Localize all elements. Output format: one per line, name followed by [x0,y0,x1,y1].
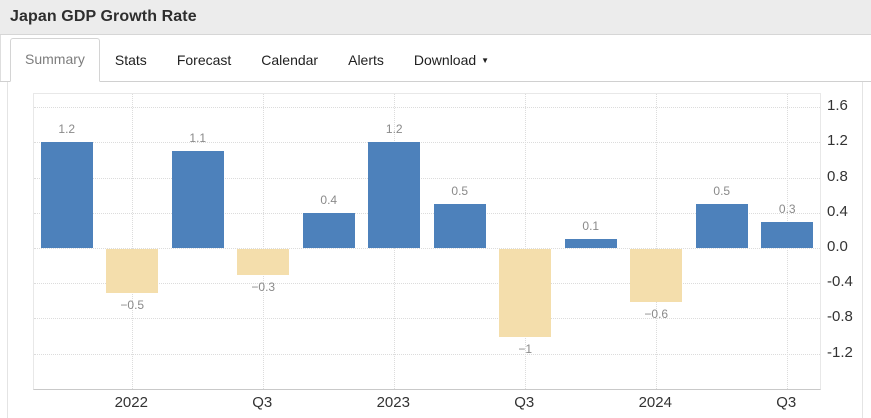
bar-value-label: −0.5 [120,298,145,312]
gridline-vertical [132,94,134,389]
tab-summary[interactable]: Summary [10,38,100,82]
tab-alerts[interactable]: Alerts [333,40,399,81]
gridline-vertical [263,94,265,389]
gridline-horizontal [34,177,820,179]
caret-down-icon: ▼ [481,56,490,65]
gridline-horizontal [34,142,820,144]
bar[interactable] [171,151,224,248]
bar-value-label: 0.1 [582,219,600,233]
tab-bar: Summary Stats Forecast Calendar Alerts D… [0,35,871,82]
bar[interactable] [106,249,159,293]
bar[interactable] [761,222,814,248]
tab-download[interactable]: Download ▼ [399,40,504,81]
y-axis-label: 1.6 [827,97,848,115]
gridline-horizontal [34,107,820,109]
tab-label: Stats [114,52,147,68]
tab-forecast[interactable]: Forecast [162,40,246,81]
tab-label: Download [413,52,477,68]
gridline-horizontal [34,318,820,320]
page-title: Japan GDP Growth Rate [10,8,197,25]
bar[interactable] [368,142,421,248]
y-axis-label: 0.8 [827,167,848,185]
y-axis-label: 1.2 [827,132,848,150]
bar[interactable] [237,249,290,275]
gridline-horizontal [34,248,820,249]
y-axis-label: -1.2 [827,343,853,361]
bar[interactable] [40,142,93,248]
x-axis-label: Q3 [776,394,797,411]
y-axis: 1.6 1.2 0.8 0.4 0.0 -0.4 -0.8 -1.2 [820,93,864,388]
bar-value-label: 1.1 [189,131,207,145]
gridline-vertical [656,94,658,389]
y-axis-label: -0.4 [827,273,853,291]
bar-value-label: 0.5 [713,184,731,198]
gridline-horizontal [34,353,820,355]
y-axis-label: 0.0 [827,238,848,255]
bar[interactable] [433,204,486,248]
y-axis-label: 0.4 [827,202,848,220]
plot-area: 1.2 −0.5 1.1 −0.3 0.4 1.2 0.5 −1 0.1 −0.6 0.5 0.3 [33,93,821,390]
gridline-horizontal [34,212,820,214]
panel-left-edge [0,35,1,82]
x-axis-label: 2022 [114,394,148,411]
y-axis-label: -0.8 [827,308,853,326]
bar-value-label: −0.3 [251,280,276,294]
x-axis-label: 2023 [376,394,410,411]
bar[interactable] [302,213,355,248]
gridline-horizontal [34,283,820,285]
tab-calendar[interactable]: Calendar [246,40,333,81]
bar[interactable] [499,249,552,337]
bar-value-label: −0.6 [644,307,669,321]
x-axis-label: Q3 [514,394,535,411]
tab-label: Summary [25,51,85,67]
tab-label: Forecast [176,52,232,68]
x-axis-label: Q3 [252,394,273,411]
bar-value-label: 1.2 [385,122,403,136]
bar[interactable] [695,204,748,248]
tab-label: Calendar [261,52,319,68]
bar-value-label: −1 [518,342,533,356]
tab-stats[interactable]: Stats [100,40,162,81]
title-bar: Japan GDP Growth Rate [0,0,871,35]
bar-value-label: 0.5 [451,184,469,198]
tab-label: Alerts [348,52,384,68]
bar[interactable] [630,249,683,302]
bar-value-label: 0.3 [778,202,796,216]
bar-value-label: 1.2 [58,122,76,136]
gridline-vertical [525,94,527,389]
x-axis: 2022 Q3 2023 Q3 2024 Q3 [33,394,819,414]
x-axis-label: 2024 [638,394,672,411]
bar-value-label: 0.4 [320,193,338,207]
bar[interactable] [564,239,617,248]
